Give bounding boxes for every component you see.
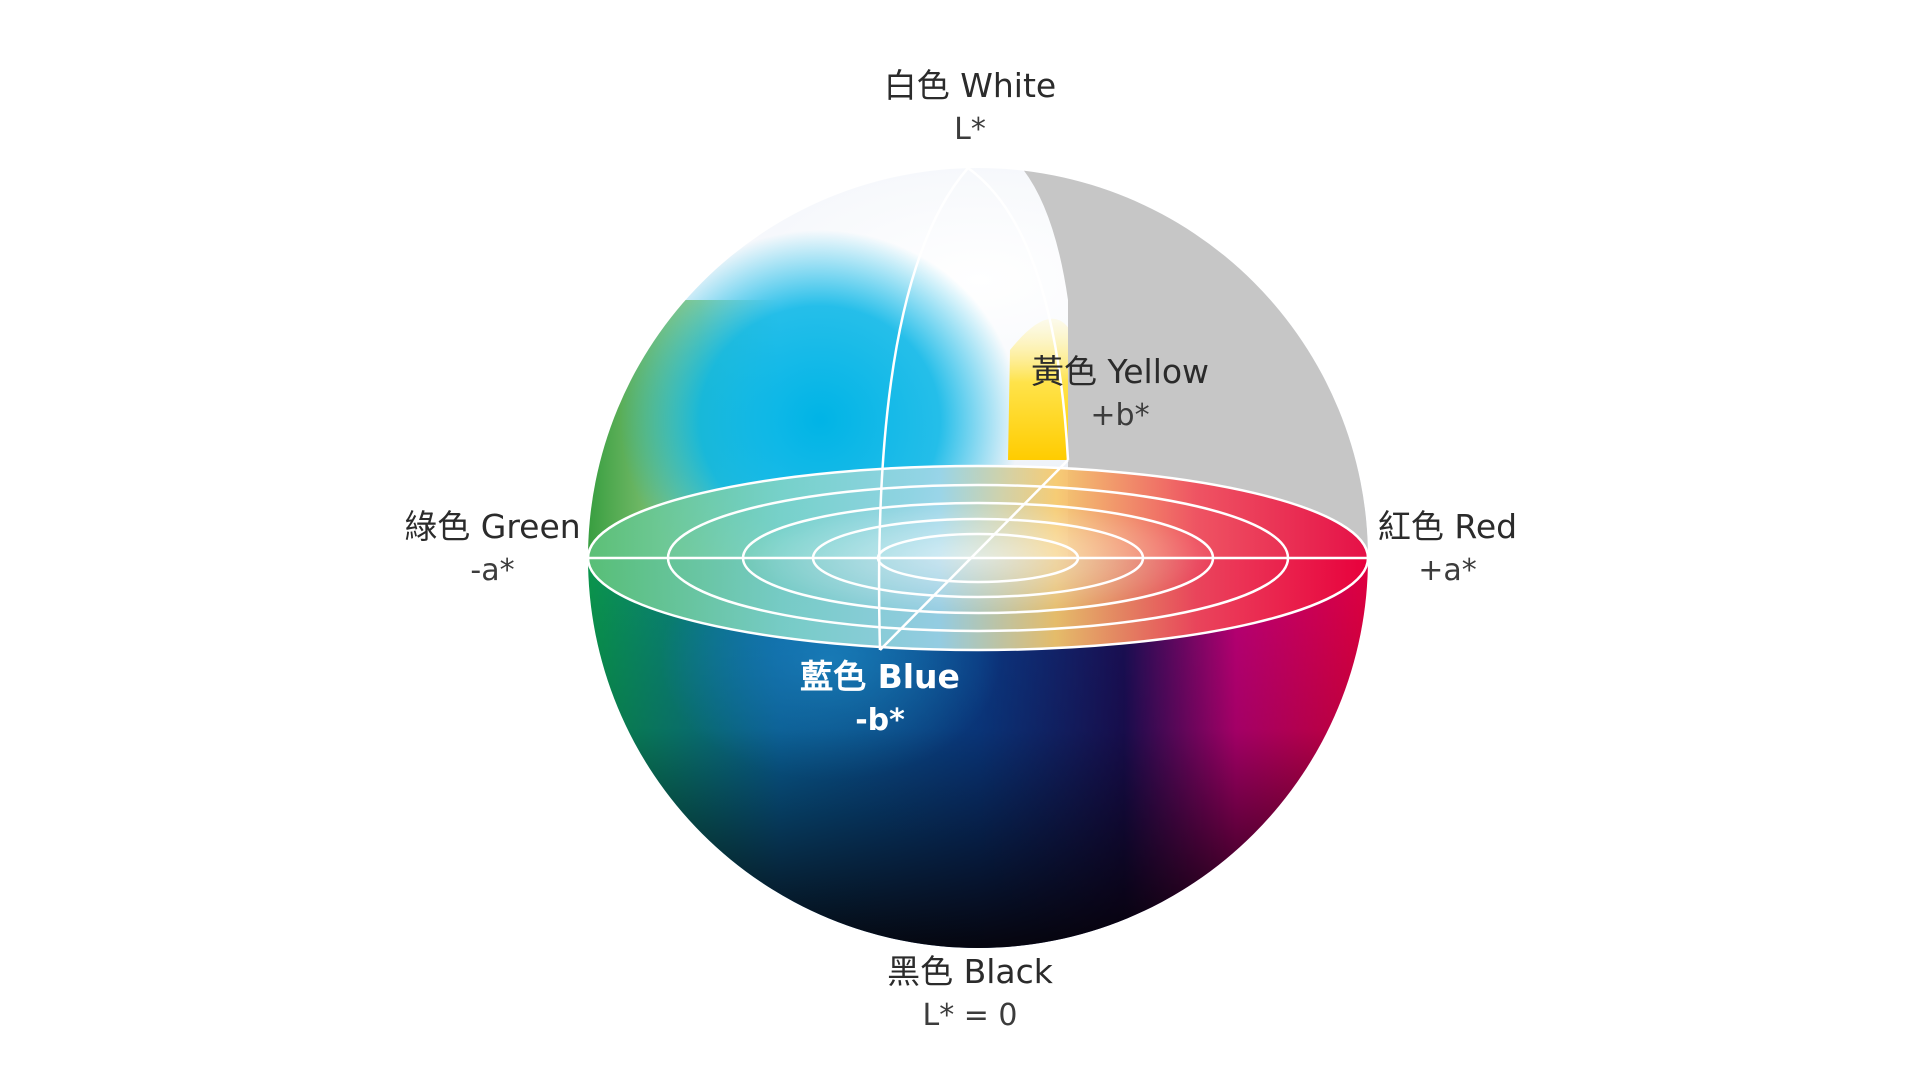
label-red: 紅色 Red +a*	[1360, 505, 1535, 593]
label-blue: 藍色 Blue -b*	[785, 655, 975, 743]
black-name: 黑色 Black	[887, 952, 1053, 991]
white-name: 白色 White	[883, 66, 1057, 105]
green-name: 綠色 Green	[404, 507, 581, 546]
cutaway-quadrant	[1022, 168, 1368, 558]
blue-name: 藍色 Blue	[800, 657, 960, 696]
blue-axis: -b*	[855, 703, 905, 738]
label-white: 白色 White L*	[870, 64, 1070, 152]
red-name: 紅色 Red	[1377, 507, 1518, 546]
yellow-name: 黃色 Yellow	[1030, 352, 1210, 391]
white-axis: L*	[954, 112, 986, 147]
green-axis: -a*	[470, 553, 515, 588]
label-green: 綠色 Green -a*	[390, 505, 595, 593]
red-axis: +a*	[1418, 553, 1477, 588]
label-black: 黑色 Black L* = 0	[860, 950, 1080, 1038]
sphere-body	[588, 168, 1368, 948]
axis-lines	[586, 166, 1370, 652]
black-axis: L* = 0	[922, 998, 1018, 1033]
label-yellow: 黃色 Yellow +b*	[1015, 350, 1225, 438]
yellow-axis: +b*	[1090, 398, 1150, 433]
